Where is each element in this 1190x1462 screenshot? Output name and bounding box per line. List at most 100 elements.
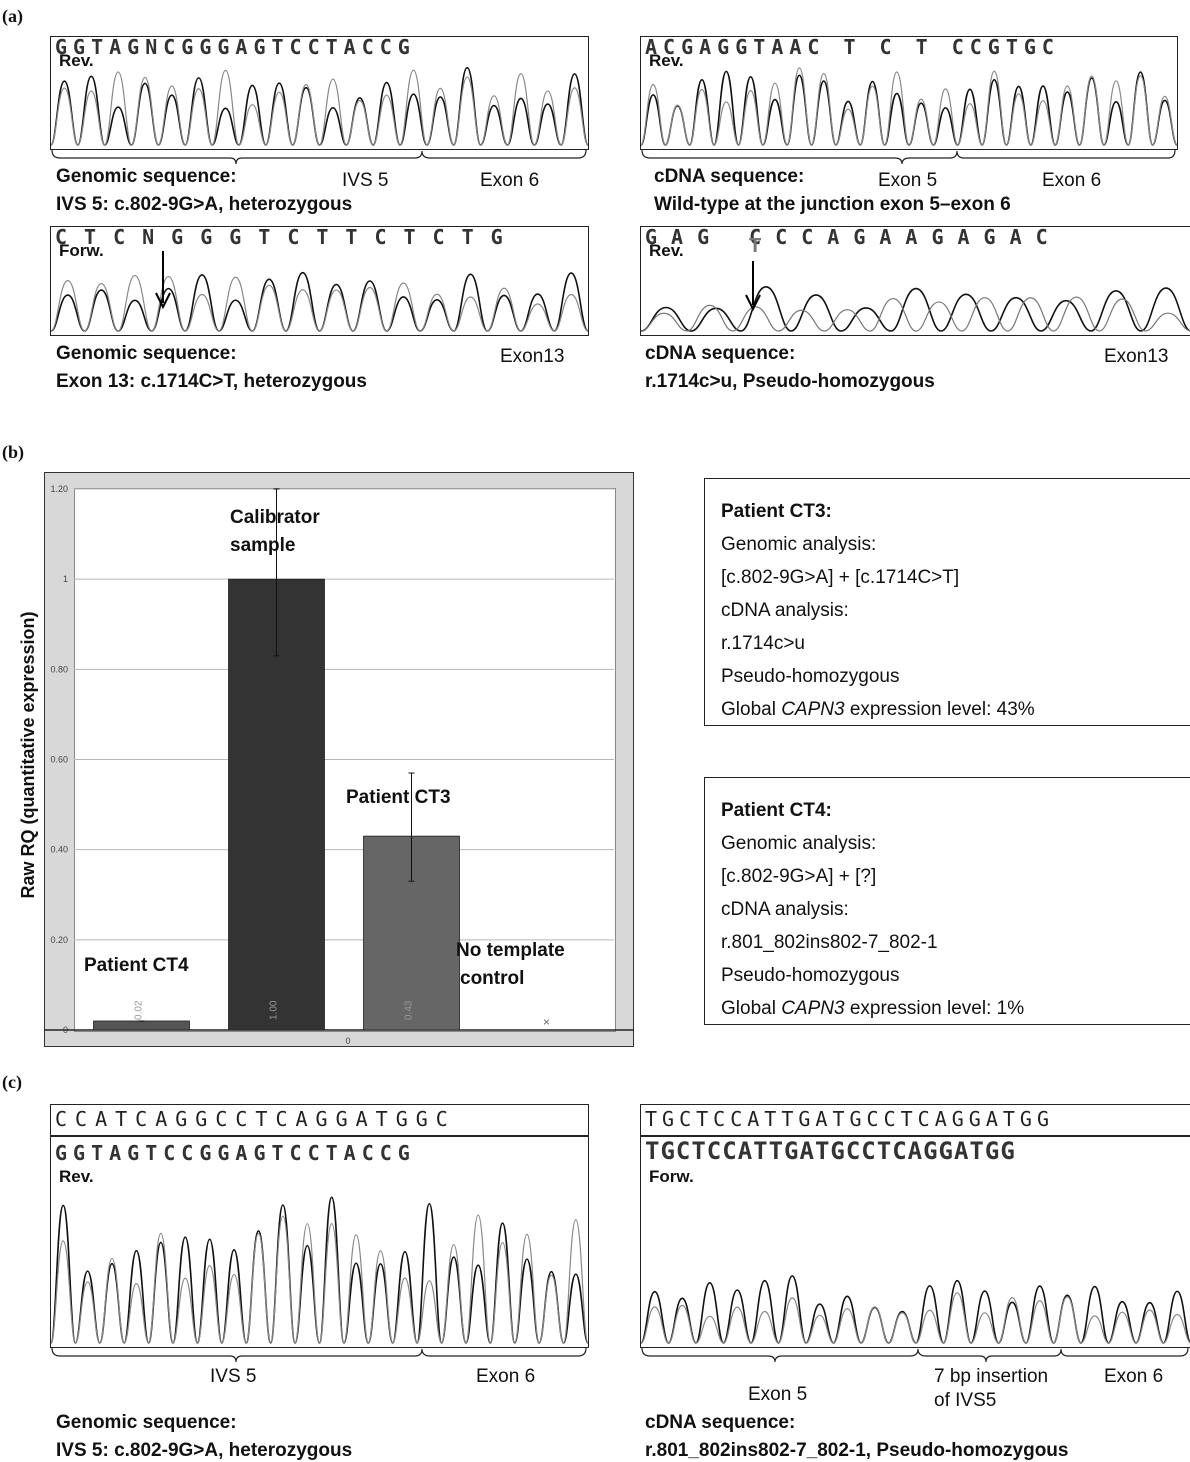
info-line: Genomic analysis: — [721, 534, 877, 555]
info-line: r.1714c>u — [721, 633, 805, 654]
trace — [641, 1275, 1190, 1344]
trace — [51, 1196, 588, 1344]
info-line: Global CAPN3 expression level: 43% — [721, 699, 1035, 720]
y-tick-label: 0.40 — [50, 845, 68, 855]
bar-label-ntc-2: control — [460, 968, 525, 989]
region-label-exon6: Exon 6 — [1104, 1366, 1164, 1387]
info-line: Pseudo-homozygous — [721, 666, 900, 687]
bar-value-label: 1.00 — [269, 1000, 280, 1020]
mutant-base: T — [749, 235, 762, 257]
region-label-insertion-2: of IVS5 — [934, 1390, 997, 1411]
trace — [641, 67, 1177, 146]
bar-label-ct4: Patient CT4 — [84, 955, 189, 976]
trace — [51, 66, 588, 146]
direction-label: Rev. — [649, 241, 684, 260]
info-line: [c.802-9G>A] + [?] — [721, 866, 877, 887]
region-label-ivs5: IVS 5 — [210, 1366, 257, 1387]
sequence-text: GGTAGTCCGGAGTCCTACCG — [55, 1141, 416, 1165]
direction-label: Rev. — [59, 51, 94, 70]
info-line: cDNA analysis: — [721, 600, 849, 621]
caption-line-1: cDNA sequence: — [645, 1412, 796, 1433]
info-line: Pseudo-homozygous — [721, 965, 900, 986]
chromatogram-a-cdna-junction: ACGAGGTAAC T C T CCGTGC Rev. — [640, 36, 1178, 150]
direction-label: Forw. — [649, 1167, 694, 1186]
sequence-text: ACGAGGTAAC T C T CCGTGC — [645, 36, 1060, 59]
region-label-exon13: Exon13 — [500, 346, 565, 367]
caption-line-1: Genomic sequence: — [56, 343, 237, 364]
panel-label-a: (a) — [2, 6, 23, 26]
region-label-exon5: Exon 5 — [878, 170, 938, 191]
gene-name: CAPN3 — [781, 998, 845, 1019]
region-brace — [51, 149, 587, 165]
reference-sequence: TGCTCCATTGATGCCTCAGGATGG — [645, 1107, 1054, 1131]
sequence-text: GAG CCCAGAAGAGAC — [645, 226, 1062, 249]
bar-label-ct3: Patient CT3 — [346, 787, 451, 808]
region-label-exon13: Exon13 — [1104, 346, 1169, 367]
info-line: Genomic analysis: — [721, 833, 877, 854]
info-line: [c.802-9G>A] + [c.1714C>T] — [721, 567, 960, 588]
chromatogram-a-genomic-exon13: CTCNGGGTCTTCTCTG Forw. — [50, 226, 589, 336]
chromatogram-a-cdna-exon13: GAG CCCAGAAGAGAC T Rev. — [640, 226, 1190, 336]
divider — [51, 1135, 588, 1137]
sequence-text: TGCTCCATTGATGCCTCAGGATGG — [645, 1137, 1016, 1165]
chromatogram-c-cdna: TGCTCCATTGATGCCTCAGGATGG TGCTCCATTGATGCC… — [640, 1104, 1190, 1348]
caption-line-1: cDNA sequence: — [654, 166, 805, 187]
direction-label: Forw. — [59, 241, 104, 260]
region-brace — [641, 1347, 1189, 1363]
chromatogram-c-genomic: CCATCAGGCCTCAGGATGGC GGTAGTCCGGAGTCCTACC… — [50, 1104, 589, 1348]
bar — [93, 1020, 190, 1031]
divider — [641, 1135, 1190, 1137]
region-brace — [641, 149, 1176, 165]
panel-label-b: (b) — [2, 442, 24, 462]
caption-line-1: Genomic sequence: — [56, 166, 237, 187]
caption-line-2: Exon 13: c.1714C>T, heterozygous — [56, 371, 367, 392]
reference-sequence: CCATCAGGCCTCAGGATGGC — [55, 1107, 456, 1131]
sequence-text: CTCNGGGTCTTCTCTG — [55, 226, 520, 249]
caption-line-2: IVS 5: c.802-9G>A, heterozygous — [56, 194, 353, 215]
chromatogram-a-genomic-ivs5: GGTAGNCGGGAGTCCTACCG Rev. — [50, 36, 589, 150]
direction-label: Rev. — [649, 51, 684, 70]
gene-name: CAPN3 — [781, 699, 845, 720]
caption-line-2: r.801_802ins802-7_802-1, Pseudo-homozygo… — [645, 1440, 1069, 1461]
caption-line-1: Genomic sequence: — [56, 1412, 237, 1433]
info-box-ct3: Patient CT3: Genomic analysis: [c.802-9G… — [704, 478, 1190, 726]
mutation-arrow — [155, 251, 171, 310]
region-label-exon6: Exon 6 — [476, 1366, 536, 1387]
caption-line-2: r.1714c>u, Pseudo-homozygous — [645, 371, 935, 392]
bar-label-calibrator-2: sample — [230, 535, 296, 556]
caption-line-2: Wild-type at the junction exon 5–exon 6 — [654, 194, 1011, 215]
empty-bar-marker: × — [543, 1015, 550, 1029]
info-line: cDNA analysis: — [721, 899, 849, 920]
caption-line-1: cDNA sequence: — [645, 343, 796, 364]
bar-value-label: 0.02 — [134, 1000, 145, 1020]
region-label-ivs5: IVS 5 — [342, 170, 389, 191]
bar-value-label: 0.43 — [404, 1000, 415, 1020]
y-tick-label: 0.60 — [50, 755, 68, 765]
y-tick-label: 1 — [63, 574, 68, 584]
info-box-ct4: Patient CT4: Genomic analysis: [c.802-9G… — [704, 777, 1190, 1025]
info-title: Patient CT4: — [721, 800, 832, 821]
region-brace — [51, 1347, 587, 1363]
y-tick-label: 0.20 — [50, 935, 68, 945]
caption-line-2: IVS 5: c.802-9G>A, heterozygous — [56, 1440, 353, 1461]
direction-label: Rev. — [59, 1167, 94, 1186]
region-label-insertion-1: 7 bp insertion — [934, 1366, 1049, 1387]
y-tick-label: 1.20 — [50, 484, 68, 494]
y-tick-label: 0.80 — [50, 664, 68, 674]
bar-label-ntc-1: No template — [456, 940, 565, 961]
region-label-exon6: Exon 6 — [480, 170, 540, 191]
region-label-exon5: Exon 5 — [748, 1384, 808, 1405]
trace — [641, 261, 1190, 332]
panel-label-c: (c) — [2, 1072, 22, 1092]
info-line: r.801_802ins802-7_802-1 — [721, 932, 938, 953]
y-axis-label: Raw RQ (quantitative expression) — [18, 611, 38, 899]
mutation-arrow — [745, 261, 761, 312]
sequence-text: GGTAGNCGGGAGTCCTACCG — [55, 36, 416, 59]
region-label-exon6: Exon 6 — [1042, 170, 1102, 191]
info-title: Patient CT3: — [721, 501, 832, 522]
info-line: Global CAPN3 expression level: 1% — [721, 998, 1025, 1019]
bar-label-calibrator-1: Calibrator — [230, 507, 320, 528]
x-axis-mark: 0 — [345, 1036, 350, 1046]
trace — [51, 251, 588, 332]
